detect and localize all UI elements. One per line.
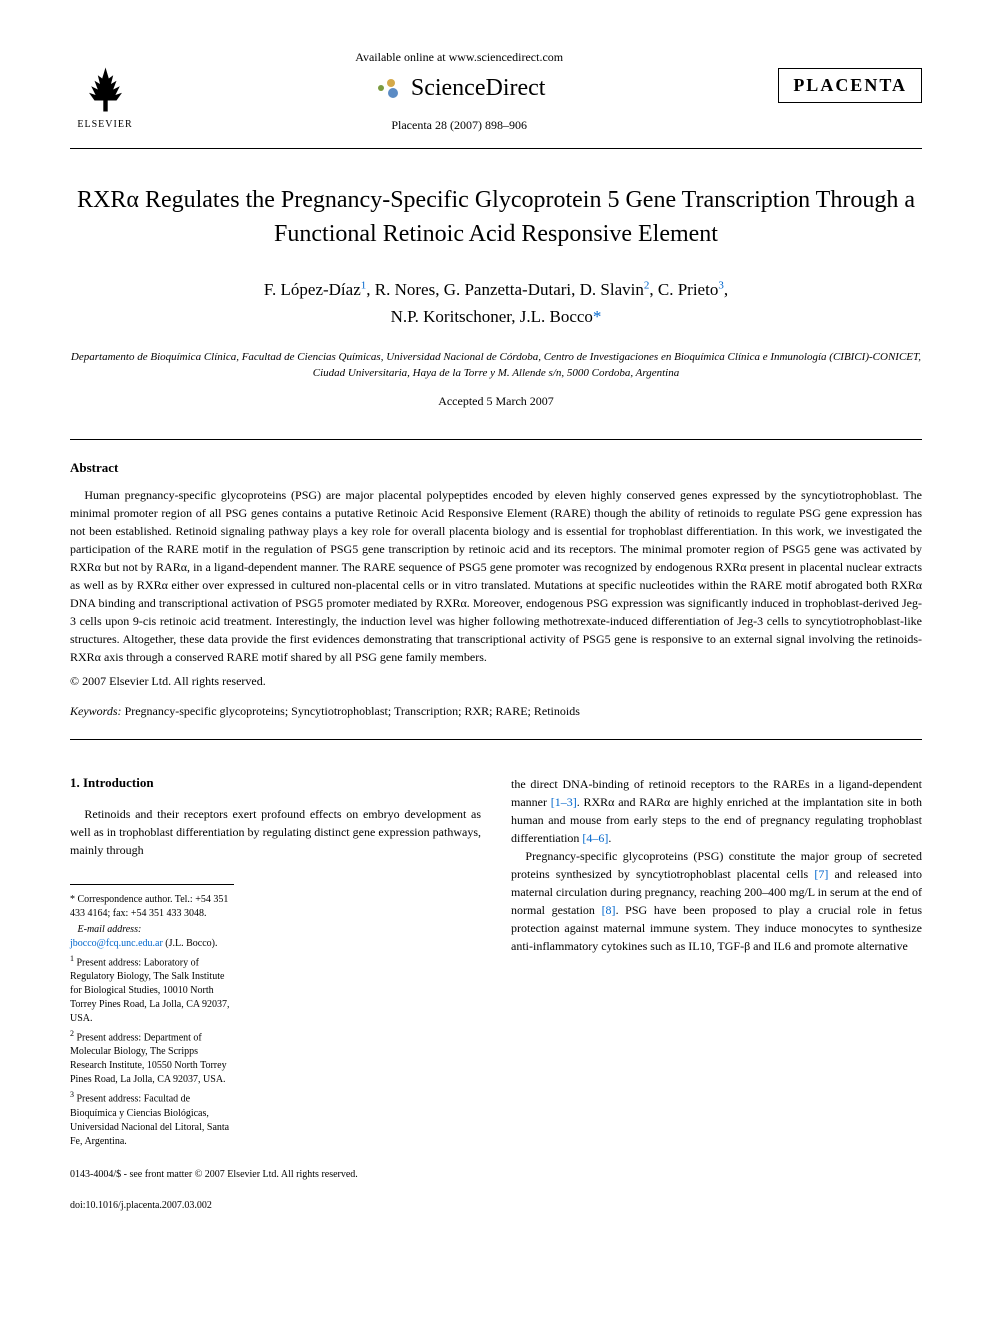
sciencedirect-icon: [373, 73, 403, 103]
header-center: Available online at www.sciencedirect.co…: [140, 50, 778, 133]
body-paragraph: Pregnancy-specific glycoproteins (PSG) c…: [511, 847, 922, 955]
elsevier-tree-icon: [78, 62, 133, 117]
right-column: the direct DNA-binding of retinoid recep…: [511, 775, 922, 1211]
header-divider: [70, 148, 922, 149]
abstract-bottom-divider: [70, 739, 922, 740]
authors-list: F. López-Díaz1, R. Nores, G. Panzetta-Du…: [70, 276, 922, 330]
footnote-1: 1 Present address: Laboratory of Regulat…: [70, 953, 234, 1026]
publisher-logo: ELSEVIER: [70, 50, 140, 130]
body-paragraph: Retinoids and their receptors exert prof…: [70, 805, 481, 859]
abstract-top-divider: [70, 439, 922, 440]
left-column: 1. Introduction Retinoids and their rece…: [70, 775, 481, 1211]
body-columns: 1. Introduction Retinoids and their rece…: [70, 775, 922, 1211]
publisher-name: ELSEVIER: [77, 119, 132, 130]
author-name: ,: [724, 280, 728, 299]
article-title: RXRα Regulates the Pregnancy-Specific Gl…: [70, 184, 922, 251]
ref-link[interactable]: [1–3]: [551, 795, 577, 809]
page-header: ELSEVIER Available online at www.science…: [70, 50, 922, 133]
footer-doi: doi:10.1016/j.placenta.2007.03.002: [70, 1200, 481, 1211]
email-link[interactable]: jbocco@fcq.unc.edu.ar: [70, 938, 163, 949]
author-name: , C. Prieto: [649, 280, 718, 299]
email-label: E-mail address:: [78, 924, 142, 935]
footnote-text: Present address: Laboratory of Regulator…: [70, 957, 230, 1024]
abstract-copyright: © 2007 Elsevier Ltd. All rights reserved…: [70, 674, 922, 689]
footer-copyright: 0143-4004/$ - see front matter © 2007 El…: [70, 1169, 481, 1180]
footnote-text: Present address: Facultad de Bioquímica …: [70, 1094, 229, 1147]
author-name: N.P. Koritschoner, J.L. Bocco: [391, 307, 593, 326]
sciencedirect-text: ScienceDirect: [411, 75, 546, 102]
sciencedirect-brand: ScienceDirect: [140, 73, 778, 103]
body-paragraph: the direct DNA-binding of retinoid recep…: [511, 775, 922, 847]
abstract-text: Human pregnancy-specific glycoproteins (…: [70, 486, 922, 666]
email-after: (J.L. Bocco).: [163, 938, 218, 949]
corresponding-mark[interactable]: *: [593, 307, 602, 326]
accepted-date: Accepted 5 March 2007: [70, 394, 922, 409]
keywords-label: Keywords:: [70, 704, 122, 718]
footnote-text: Present address: Department of Molecular…: [70, 1032, 227, 1085]
footnote-2: 2 Present address: Department of Molecul…: [70, 1028, 234, 1087]
keywords-text: Pregnancy-specific glycoproteins; Syncyt…: [122, 704, 580, 718]
email-footnote: E-mail address: jbocco@fcq.unc.edu.ar (J…: [70, 923, 234, 951]
footnotes-block: * Correspondence author. Tel.: +54 351 4…: [70, 884, 234, 1149]
abstract-heading: Abstract: [70, 460, 922, 476]
keywords: Keywords: Pregnancy-specific glycoprotei…: [70, 704, 922, 719]
ref-link[interactable]: [4–6]: [582, 831, 608, 845]
available-online-text: Available online at www.sciencedirect.co…: [140, 50, 778, 65]
corr-footnote: * Correspondence author. Tel.: +54 351 4…: [70, 893, 234, 921]
citation-text: Placenta 28 (2007) 898–906: [140, 118, 778, 133]
footnote-3: 3 Present address: Facultad de Bioquímic…: [70, 1089, 234, 1148]
ref-link[interactable]: [8]: [602, 903, 616, 917]
body-span: .: [608, 831, 611, 845]
ref-link[interactable]: [7]: [814, 867, 828, 881]
author-name: , R. Nores, G. Panzetta-Dutari, D. Slavi…: [366, 280, 644, 299]
intro-heading: 1. Introduction: [70, 775, 481, 791]
affiliation: Departamento de Bioquímica Clínica, Facu…: [70, 349, 922, 382]
author-name: F. López-Díaz: [264, 280, 361, 299]
journal-logo: PLACENTA: [778, 68, 922, 103]
